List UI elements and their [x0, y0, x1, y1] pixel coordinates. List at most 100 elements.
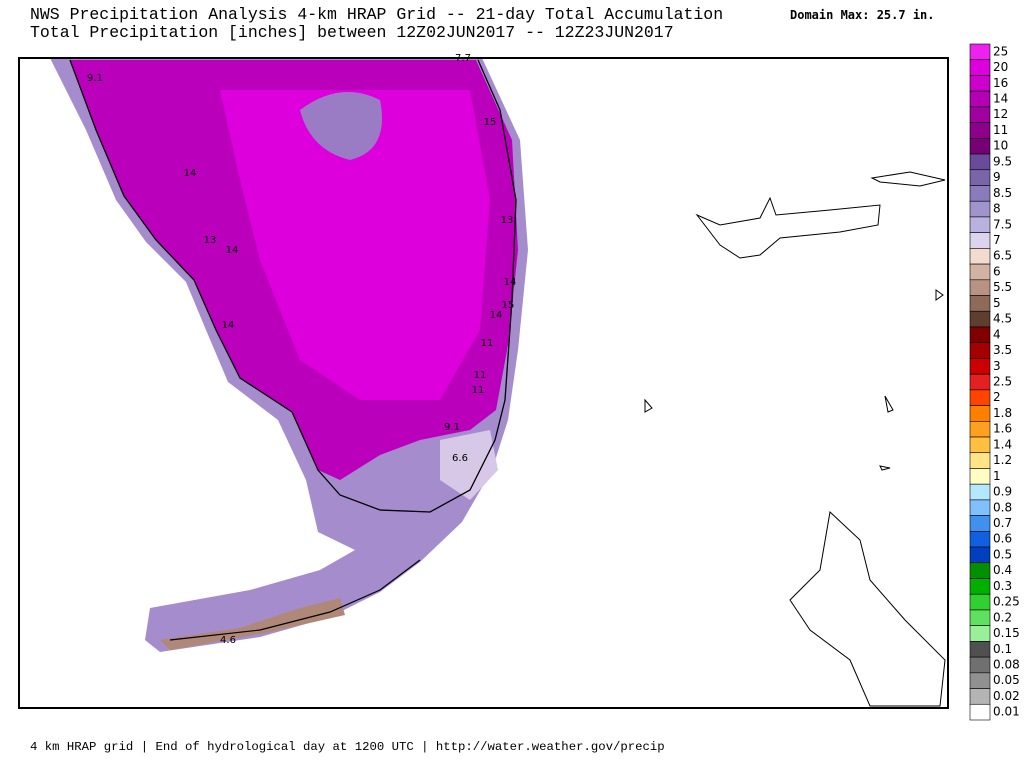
legend-label: 2	[993, 390, 1001, 404]
legend-label: 12	[993, 107, 1008, 121]
legend-label: 0.15	[993, 626, 1020, 640]
legend-label: 2.5	[993, 375, 1012, 389]
legend-swatch	[969, 326, 991, 343]
legend-swatch	[969, 609, 991, 626]
contour-label: 14	[226, 245, 239, 256]
legend-label: 6	[993, 264, 1001, 278]
legend-swatch	[969, 43, 991, 61]
legend-swatch	[969, 593, 991, 611]
contour-label: 14	[504, 277, 517, 288]
legend-label: 25	[993, 44, 1008, 58]
contour-label: 13	[204, 235, 217, 246]
legend-swatch	[969, 358, 991, 375]
keys-outline	[169, 559, 421, 641]
precip-low	[440, 430, 498, 500]
precip-keys	[160, 598, 345, 650]
legend-swatch	[969, 499, 991, 516]
contour-label: 11	[481, 338, 494, 349]
legend-label: 11	[993, 123, 1008, 137]
legend-swatch	[969, 656, 991, 674]
legend-swatch	[969, 405, 991, 422]
legend-label: 5	[993, 296, 1001, 310]
contour-label: 7.7	[455, 53, 471, 64]
island	[644, 289, 944, 471]
coastline	[69, 59, 517, 513]
legend-swatch	[969, 546, 991, 564]
legend-label: 5.5	[993, 280, 1012, 294]
contour-label: 14	[184, 168, 197, 179]
legend-swatch	[969, 436, 991, 454]
legend-swatch	[969, 185, 991, 202]
legend-label: 7.5	[993, 217, 1012, 231]
title-line: Total Precipitation [inches] between 12Z…	[30, 23, 674, 42]
legend-swatch	[969, 342, 991, 359]
legend-label: 0.2	[993, 610, 1012, 624]
precip-low	[300, 92, 382, 160]
legend-label: 4.5	[993, 312, 1012, 326]
legend-swatch	[969, 531, 991, 548]
legend-swatch	[969, 232, 991, 249]
legend-swatch	[969, 562, 991, 579]
legend-swatch	[969, 310, 991, 328]
contour-label: 6.6	[452, 453, 468, 464]
legend-swatch	[969, 200, 991, 218]
legend-swatch	[969, 106, 991, 123]
legend-label: 0.3	[993, 579, 1012, 593]
legend-label: 0.8	[993, 500, 1012, 514]
legend-swatch	[969, 515, 991, 532]
legend-label: 4	[993, 327, 1001, 341]
legend-label: 14	[993, 92, 1008, 106]
contour-label: 9.1	[87, 73, 103, 84]
legend-label: 8.5	[993, 186, 1012, 200]
legend: 252016141211109.598.587.576.565.554.543.…	[969, 43, 1020, 721]
legend-swatch	[969, 90, 991, 108]
legend-label: 1.4	[993, 437, 1012, 451]
legend-swatch	[969, 279, 991, 296]
legend-swatch	[969, 153, 991, 171]
legend-label: 3	[993, 359, 1001, 373]
legend-label: 0.6	[993, 532, 1012, 546]
legend-label: 6.5	[993, 249, 1012, 263]
legend-swatch	[969, 389, 991, 406]
contour-label: 14	[222, 320, 235, 331]
legend-label: 9.5	[993, 154, 1012, 168]
legend-label: 1.6	[993, 422, 1012, 436]
legend-label: 0.9	[993, 485, 1012, 499]
legend-swatch	[969, 295, 991, 312]
contour-label: 15	[502, 300, 515, 311]
legend-swatch	[969, 483, 991, 501]
legend-label: 16	[993, 76, 1008, 90]
legend-swatch	[969, 625, 991, 642]
legend-label: 0.01	[993, 705, 1020, 719]
footer: 4 km HRAP grid | End of hydrological day…	[30, 740, 665, 754]
legend-swatch	[969, 421, 991, 438]
contour-label: 11	[472, 385, 485, 396]
domain-max: Domain Max: 25.7 in.	[790, 8, 935, 22]
legend-label: 1	[993, 469, 1001, 483]
legend-label: 1.2	[993, 453, 1012, 467]
contour-label: 13	[501, 215, 514, 226]
island	[870, 171, 946, 187]
legend-swatch	[969, 138, 991, 155]
legend-label: 10	[993, 139, 1008, 153]
legend-label: 7	[993, 233, 1001, 247]
legend-swatch	[969, 248, 991, 265]
legend-label: 0.7	[993, 516, 1012, 530]
legend-swatch	[969, 703, 991, 721]
precip-max	[220, 90, 490, 400]
legend-swatch	[969, 169, 991, 186]
island	[789, 511, 946, 707]
legend-label: 0.4	[993, 563, 1012, 577]
legend-swatch	[969, 216, 991, 233]
map	[18, 57, 949, 709]
legend-label: 3.5	[993, 343, 1012, 357]
legend-label: 0.25	[993, 595, 1020, 609]
legend-label: 8	[993, 202, 1001, 216]
map-frame	[18, 57, 949, 709]
legend-swatch	[969, 122, 991, 139]
contour-label: 14	[490, 310, 503, 321]
legend-swatch	[969, 59, 991, 76]
legend-swatch	[969, 452, 991, 469]
legend-label: 9	[993, 170, 1001, 184]
